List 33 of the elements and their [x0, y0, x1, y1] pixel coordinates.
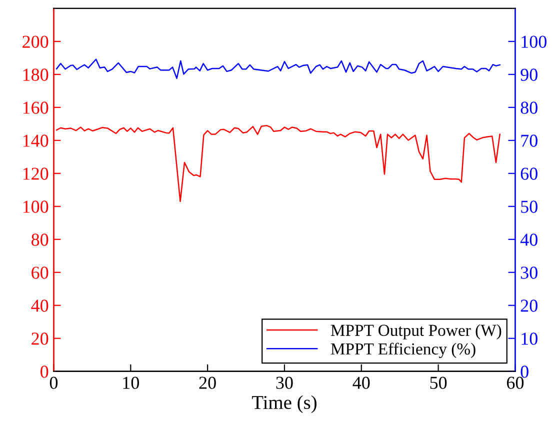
- x-tick-label: 20: [199, 376, 216, 389]
- y-tick-label: 40: [31, 300, 48, 312]
- x-axis-title: Time (s): [252, 395, 316, 414]
- y2-tick-label: 60: [520, 168, 538, 180]
- x-tick-label: 60: [506, 376, 524, 389]
- legend-label: MPPT Efficiency (%): [330, 342, 476, 358]
- y2-tick-label: 0: [520, 366, 528, 378]
- y-tick-label: 0: [40, 366, 48, 378]
- y2-tick-label: 40: [520, 234, 538, 246]
- y-tick-label: 160: [23, 102, 48, 114]
- x-tick-label: 10: [123, 376, 139, 389]
- y2-tick-label: 80: [520, 102, 538, 114]
- y-tick-label: 60: [32, 266, 48, 279]
- y-tick-label: 140: [23, 134, 48, 147]
- y2-tick-label: 20: [520, 300, 538, 312]
- y2-tick-label: 50: [521, 200, 538, 213]
- x-tick-label: 30: [276, 376, 293, 389]
- x-tick-label: 0: [50, 376, 58, 389]
- y2-tick-label: 30: [520, 266, 538, 279]
- x-tick-label: 50: [430, 376, 447, 389]
- y-tick-label: 20: [32, 332, 48, 345]
- y2-tick-label: 100: [522, 36, 546, 48]
- y2-tick-label: 70: [521, 134, 538, 147]
- line-series: [56, 58, 500, 80]
- y-tick-label: 180: [23, 68, 48, 81]
- y-tick-label: 100: [23, 200, 48, 213]
- legend-label: MPPT Output Power (W): [330, 324, 502, 340]
- y2-tick-label: 10: [522, 332, 538, 345]
- y2-tick-label: 90: [520, 68, 538, 81]
- y-tick-label: 120: [23, 168, 48, 180]
- y-tick-label: 80: [32, 234, 48, 246]
- x-tick-label: 40: [352, 376, 370, 389]
- y-tick-label: 200: [22, 36, 48, 48]
